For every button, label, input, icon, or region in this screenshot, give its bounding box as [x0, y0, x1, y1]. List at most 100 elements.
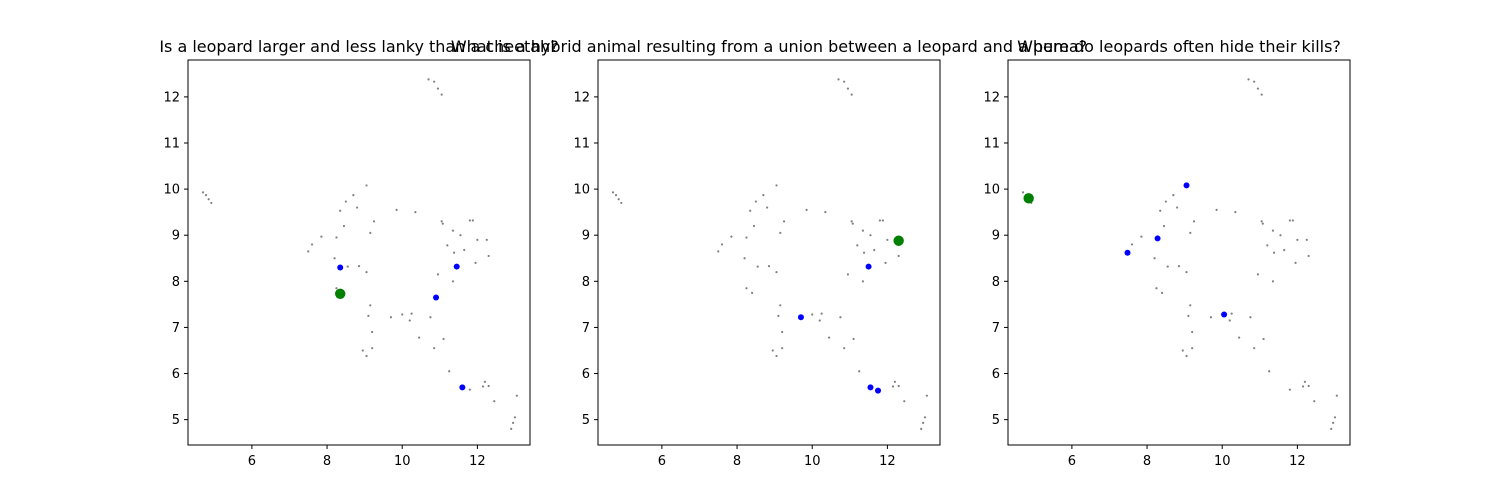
panel-title: Is a leopard larger and less lanky than … — [159, 37, 558, 56]
background-point — [471, 219, 474, 222]
background-point — [750, 291, 754, 294]
background-point — [1266, 244, 1269, 247]
background-point — [433, 347, 436, 350]
axes-frame — [1007, 59, 1351, 446]
background-point — [720, 243, 724, 246]
y-tick-label: 6 — [992, 367, 1000, 382]
background-point — [1191, 330, 1194, 334]
background-point — [446, 244, 449, 247]
background-point — [881, 219, 884, 222]
background-point — [1333, 416, 1337, 419]
blue-point — [337, 264, 344, 271]
background-point — [481, 385, 485, 388]
background-point — [1177, 265, 1181, 268]
background-point — [762, 193, 765, 197]
background-point — [850, 93, 853, 96]
y-tick-label: 9 — [582, 229, 590, 244]
background-point — [204, 193, 208, 197]
y-tick-label: 7 — [582, 321, 590, 336]
background-point — [1155, 287, 1158, 290]
background-point — [427, 78, 430, 81]
background-point — [766, 206, 769, 209]
background-point — [339, 209, 342, 212]
background-point — [429, 316, 432, 319]
background-point — [352, 193, 355, 197]
y-tick-label: 5 — [582, 413, 590, 428]
blue-point — [1154, 235, 1161, 242]
y-tick-label: 6 — [582, 367, 590, 382]
background-point — [1209, 316, 1213, 319]
background-point — [781, 330, 784, 334]
background-point — [395, 208, 398, 211]
y-tick-label: 12 — [163, 90, 180, 105]
background-point — [371, 330, 374, 334]
background-point — [487, 254, 490, 258]
y-tick-label: 9 — [992, 229, 1000, 244]
background-point — [1238, 336, 1241, 339]
background-point — [923, 416, 927, 419]
background-point — [1294, 261, 1297, 264]
background-point — [884, 261, 887, 264]
background-point — [1305, 238, 1308, 241]
background-point — [611, 191, 615, 194]
background-point — [342, 224, 346, 228]
x-tick-label: 10 — [804, 454, 821, 469]
background-point — [1303, 380, 1307, 383]
background-point — [365, 354, 368, 358]
background-point — [451, 280, 455, 283]
highlight-point — [893, 235, 904, 246]
background-point — [510, 427, 513, 430]
background-point — [459, 234, 462, 237]
background-point — [433, 80, 436, 83]
background-point — [861, 280, 865, 283]
panel-title: Where do leopards often hide their kills… — [1017, 37, 1341, 56]
y-tick-label: 10 — [163, 183, 180, 198]
background-point — [856, 244, 859, 247]
background-point — [775, 354, 778, 358]
background-point — [878, 219, 881, 222]
background-point — [1260, 93, 1263, 96]
background-point — [873, 248, 876, 252]
background-point — [307, 250, 310, 253]
x-tick-label: 8 — [323, 454, 331, 469]
x-tick-label: 12 — [1289, 454, 1306, 469]
x-tick-label: 8 — [733, 454, 741, 469]
x-tick-label: 12 — [879, 454, 896, 469]
y-tick-label: 7 — [992, 321, 1000, 336]
y-tick-label: 6 — [172, 367, 180, 382]
background-point — [367, 314, 370, 317]
background-point — [1140, 235, 1143, 238]
background-point — [335, 287, 338, 290]
background-point — [754, 200, 757, 203]
background-point — [730, 235, 733, 238]
background-point — [717, 250, 720, 253]
x-tick-label: 10 — [394, 454, 411, 469]
background-point — [1191, 347, 1194, 350]
background-point — [1176, 206, 1179, 209]
background-point — [440, 93, 443, 96]
background-point — [1164, 200, 1167, 203]
background-point — [1247, 78, 1250, 81]
background-point — [782, 220, 786, 223]
background-point — [344, 200, 347, 203]
background-point — [1230, 312, 1233, 315]
y-tick-label: 12 — [983, 90, 1000, 105]
background-point — [357, 265, 361, 268]
background-point — [1215, 208, 1218, 211]
background-point — [451, 229, 455, 232]
y-tick-label: 7 — [172, 321, 180, 336]
background-point — [1261, 222, 1264, 225]
blue-point — [1221, 311, 1228, 318]
background-point — [1181, 349, 1184, 352]
blue-point — [865, 263, 872, 270]
background-point — [1185, 354, 1188, 358]
background-point — [779, 231, 782, 235]
background-point — [515, 394, 518, 397]
background-point — [1330, 427, 1333, 430]
background-point — [897, 384, 900, 388]
x-tick-label: 10 — [1214, 454, 1231, 469]
background-point — [361, 349, 364, 352]
background-point — [1301, 385, 1305, 388]
highlight-point — [1023, 193, 1034, 204]
